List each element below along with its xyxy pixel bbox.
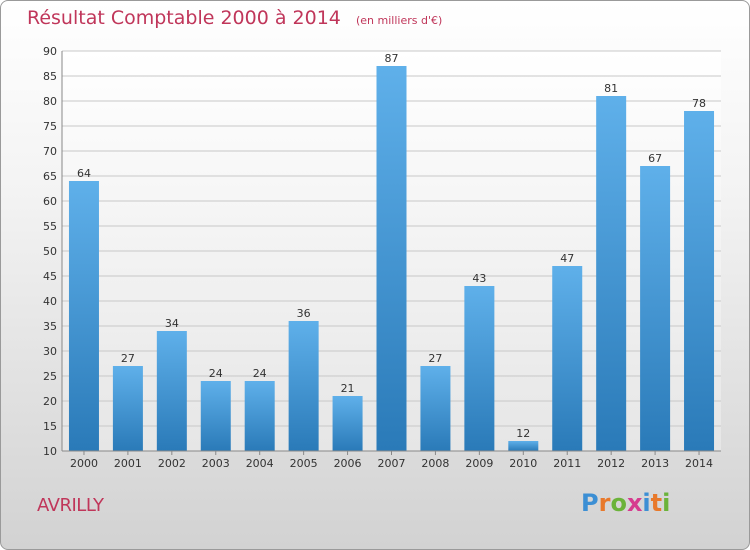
city-name: AVRILLY <box>37 495 104 516</box>
y-tick-label: 15 <box>43 420 57 433</box>
x-tick-label: 2006 <box>334 457 362 470</box>
bar <box>112 366 143 451</box>
bar <box>288 321 319 451</box>
x-tick-label: 2014 <box>685 457 713 470</box>
y-tick-label: 70 <box>43 145 57 158</box>
data-label: 21 <box>341 382 355 395</box>
logo-letter: i <box>642 489 651 517</box>
bar <box>552 266 583 451</box>
data-label: 78 <box>692 97 706 110</box>
y-tick-label: 65 <box>43 170 57 183</box>
y-tick-label: 25 <box>43 370 57 383</box>
data-label: 47 <box>560 252 574 265</box>
data-label: 64 <box>77 167 91 180</box>
logo-letter: x <box>626 489 643 517</box>
data-label: 27 <box>121 352 135 365</box>
logo-letter: r <box>598 489 611 517</box>
x-tick-label: 2001 <box>114 457 142 470</box>
y-tick-label: 30 <box>43 345 57 358</box>
y-tick-label: 40 <box>43 295 57 308</box>
x-tick-label: 2009 <box>465 457 493 470</box>
x-tick-label: 2002 <box>158 457 186 470</box>
bar <box>684 111 715 451</box>
bar <box>200 381 231 451</box>
data-label: 12 <box>516 427 530 440</box>
x-tick-label: 2007 <box>378 457 406 470</box>
y-tick-label: 75 <box>43 120 57 133</box>
y-tick-label: 35 <box>43 320 57 333</box>
bar <box>376 66 407 451</box>
data-label: 24 <box>253 367 267 380</box>
x-tick-label: 2010 <box>509 457 537 470</box>
logo-letter: i <box>662 489 671 517</box>
data-label: 67 <box>648 152 662 165</box>
logo-letter: t <box>650 489 663 517</box>
y-tick-label: 85 <box>43 70 57 83</box>
data-label: 87 <box>385 52 399 65</box>
bars: 64 27 34 24 24 36 21 87 27 43 12 47 81 67 78 <box>68 52 715 451</box>
chart-title: Résultat Comptable 2000 à 2014 <box>27 7 341 29</box>
logo-letter: P <box>581 489 599 517</box>
y-axis: 10 15 20 25 30 35 40 45 50 55 60 65 70 75 80 85 90 <box>43 45 63 458</box>
bar <box>332 396 363 451</box>
y-tick-label: 10 <box>43 445 57 458</box>
y-tick-label: 50 <box>43 245 57 258</box>
logo-letter: o <box>610 489 627 517</box>
x-axis: 2000 2001 2002 2003 2004 2005 2006 2007 2008 2009… <box>62 450 721 470</box>
y-tick-label: 60 <box>43 195 57 208</box>
bar <box>156 331 187 451</box>
data-label: 43 <box>472 272 486 285</box>
bar <box>244 381 275 451</box>
bar <box>640 166 671 451</box>
y-tick-label: 20 <box>43 395 57 408</box>
data-label: 24 <box>209 367 223 380</box>
x-tick-label: 2013 <box>641 457 669 470</box>
x-tick-label: 2012 <box>597 457 625 470</box>
chart-subtitle: (en milliers d'€) <box>355 14 443 27</box>
data-label: 81 <box>604 82 618 95</box>
y-tick-label: 55 <box>43 220 57 233</box>
x-tick-label: 2005 <box>290 457 318 470</box>
bar <box>68 181 99 451</box>
x-tick-label: 2000 <box>70 457 98 470</box>
data-label: 34 <box>165 317 179 330</box>
data-label: 36 <box>297 307 311 320</box>
y-tick-label: 90 <box>43 45 57 58</box>
x-tick-label: 2004 <box>246 457 274 470</box>
y-tick-label: 45 <box>43 270 57 283</box>
x-tick-label: 2011 <box>553 457 581 470</box>
bar <box>596 96 627 451</box>
bar <box>508 441 539 451</box>
bar <box>464 286 495 451</box>
title-block: Résultat Comptable 2000 à 2014 (en milli… <box>27 7 442 29</box>
data-label: 27 <box>428 352 442 365</box>
x-tick-label: 2003 <box>202 457 230 470</box>
proxiti-logo[interactable]: Proxiti <box>581 489 670 517</box>
x-tick-label: 2008 <box>421 457 449 470</box>
y-tick-label: 80 <box>43 95 57 108</box>
bar <box>420 366 451 451</box>
